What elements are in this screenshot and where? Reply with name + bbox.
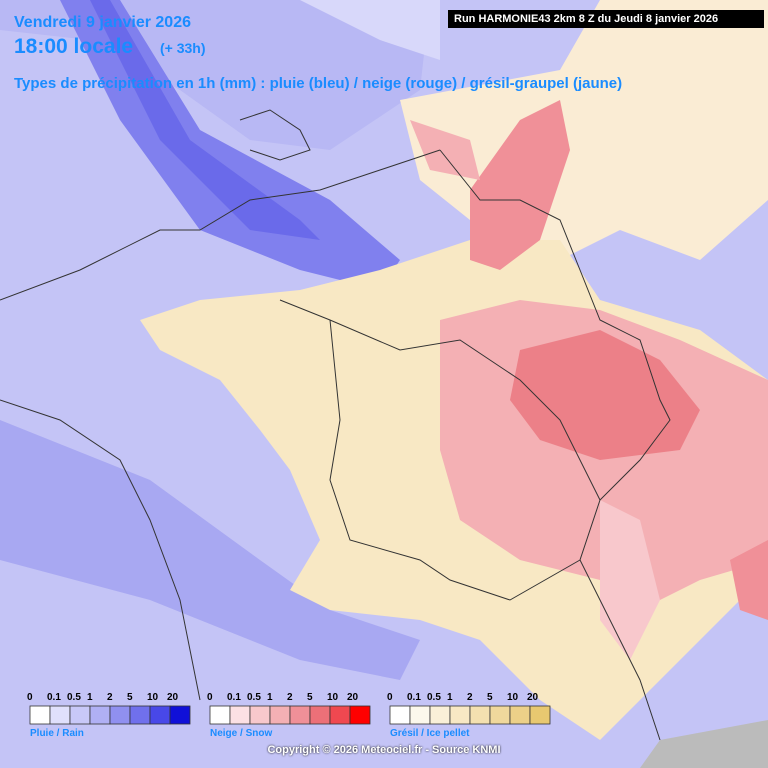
legend-tick: 0.5 — [427, 692, 441, 703]
legend-tick: 0 — [27, 692, 33, 703]
legend-tick: 1 — [447, 692, 453, 703]
legend-swatch — [429, 705, 451, 725]
date: Vendredi 9 janvier 2026 — [14, 14, 191, 31]
legend-tick: 0.1 — [47, 692, 61, 703]
legend-tick: 2 — [287, 692, 293, 703]
legend-tick: 10 — [327, 692, 339, 703]
legend-swatch — [69, 705, 91, 725]
run-info: Run HARMONIE43 2km 8 Z du Jeudi 8 janvie… — [448, 10, 764, 28]
legend-tick: 20 — [347, 692, 359, 703]
legend-swatch — [149, 705, 171, 725]
legend-swatch — [129, 705, 151, 725]
legend-swatch — [309, 705, 331, 725]
time: 18:00 locale — [14, 35, 134, 58]
legend-swatch — [49, 705, 71, 725]
legend-swatch — [409, 705, 431, 725]
legend-tick: 0.1 — [227, 692, 241, 703]
legend-label: Neige / Snow — [210, 728, 272, 739]
footer: Copyright © 2026 Meteociel.fr - Source K… — [267, 744, 501, 756]
legend-swatch — [529, 705, 551, 725]
legend-label: Grésil / Ice pellet — [390, 728, 470, 739]
legend-swatch — [209, 705, 231, 725]
legend-swatch — [349, 705, 371, 725]
legend-swatch — [89, 705, 111, 725]
rain-light — [300, 0, 440, 60]
legend-swatch — [509, 705, 531, 725]
legend-swatch — [169, 705, 191, 725]
legend-swatch — [229, 705, 251, 725]
legend-tick: 5 — [487, 692, 493, 703]
legend-tick: 0.5 — [247, 692, 261, 703]
legend-swatch — [449, 705, 471, 725]
borders — [0, 109, 671, 741]
rain-band — [0, 420, 420, 680]
legend-tick: 0.5 — [67, 692, 81, 703]
snow-area — [510, 330, 700, 460]
legend-tick: 20 — [527, 692, 539, 703]
legend-swatch — [329, 705, 351, 725]
subtitle: Types de précipitation en 1h (mm) : plui… — [14, 75, 623, 92]
legend-tick: 2 — [107, 692, 113, 703]
snow-area — [730, 540, 768, 620]
legend-swatch — [29, 705, 51, 725]
legend-tick: 5 — [127, 692, 133, 703]
legend-swatch — [389, 705, 411, 725]
legend-tick: 20 — [167, 692, 179, 703]
snow-area — [470, 100, 570, 270]
legend-tick: 10 — [147, 692, 159, 703]
legend-swatch — [469, 705, 491, 725]
legend-tick: 0 — [207, 692, 213, 703]
legend-label: Pluie / Rain — [30, 728, 84, 739]
legend-swatch — [249, 705, 271, 725]
legend-swatch — [269, 705, 291, 725]
no-data — [640, 720, 768, 768]
legend-swatch — [289, 705, 311, 725]
legend-tick: 2 — [467, 692, 473, 703]
snow-area — [600, 500, 660, 660]
offset: (+ 33h) — [160, 40, 206, 56]
legend-swatch — [109, 705, 131, 725]
legend-tick: 10 — [507, 692, 519, 703]
legend-tick: 0.1 — [407, 692, 421, 703]
legend-tick: 0 — [387, 692, 393, 703]
snow-area — [410, 120, 480, 180]
legend-tick: 5 — [307, 692, 313, 703]
legend-tick: 1 — [87, 692, 93, 703]
rain-band — [90, 0, 320, 240]
legend-swatch — [489, 705, 511, 725]
legend-tick: 1 — [267, 692, 273, 703]
